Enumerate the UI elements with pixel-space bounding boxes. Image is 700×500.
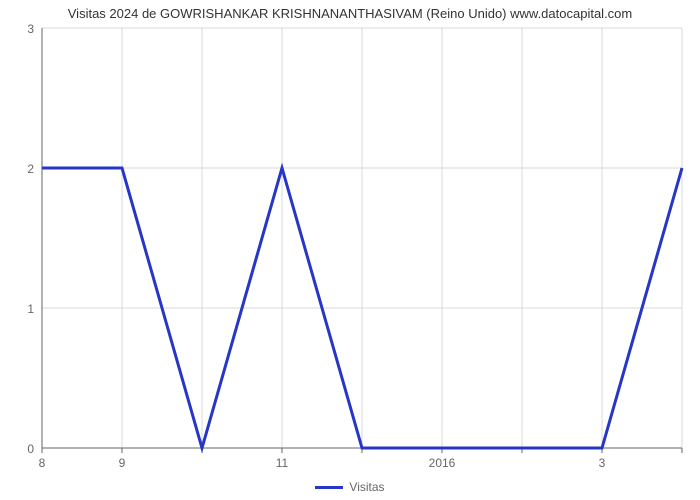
legend-swatch [315, 486, 343, 489]
legend: Visitas [0, 480, 700, 494]
chart-container: Visitas 2024 de GOWRISHANKAR KRISHNANANT… [0, 0, 700, 500]
x-tick-label: 2016 [422, 456, 462, 470]
y-tick-label: 1 [27, 302, 34, 316]
y-tick-label: 2 [27, 162, 34, 176]
chart-title: Visitas 2024 de GOWRISHANKAR KRISHNANANT… [0, 6, 700, 21]
legend-label: Visitas [349, 480, 384, 494]
y-tick-label: 3 [27, 22, 34, 36]
x-tick-label: 9 [102, 456, 142, 470]
y-tick-label: 0 [27, 442, 34, 456]
x-tick-label: 11 [262, 456, 302, 470]
x-tick-label: 8 [22, 456, 62, 470]
plot-area [42, 28, 682, 454]
x-tick-label: 3 [582, 456, 622, 470]
